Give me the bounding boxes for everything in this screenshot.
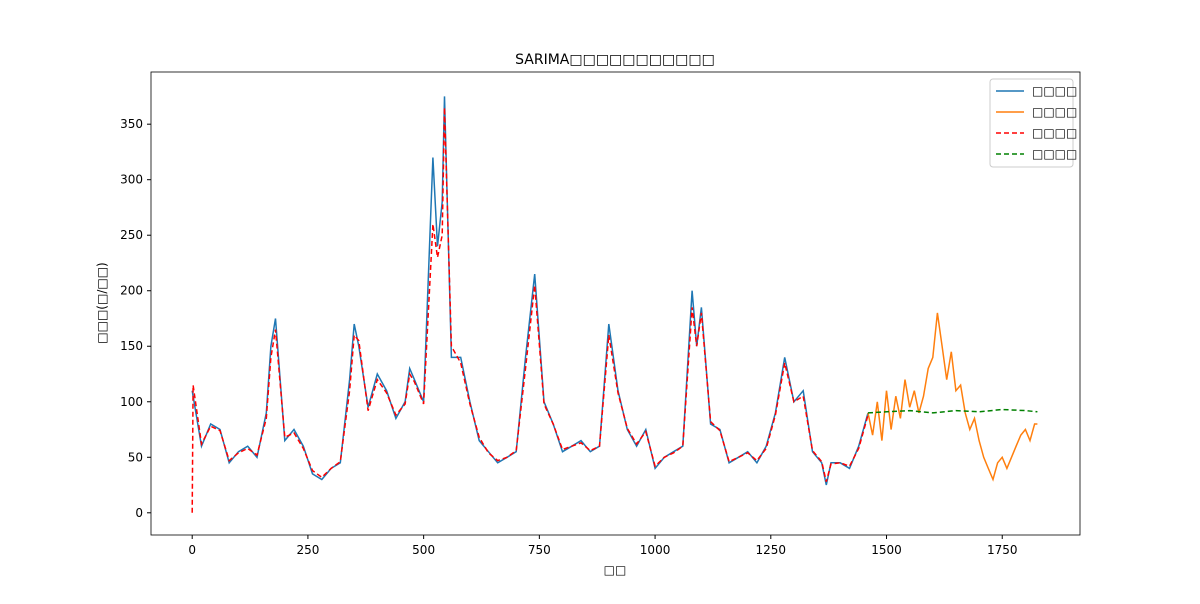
x-tick-label: 1750: [987, 543, 1018, 557]
y-tick-label: 0: [135, 506, 143, 520]
legend-label: □□□□: [1032, 126, 1077, 140]
legend-label: □□□□: [1032, 147, 1077, 161]
x-tick-label: 1250: [756, 543, 787, 557]
x-axis-label: □□: [604, 563, 627, 577]
x-tick-label: 0: [188, 543, 196, 557]
legend-label: □□□□: [1032, 84, 1077, 98]
x-tick-label: 1000: [640, 543, 671, 557]
y-tick-label: 150: [120, 339, 143, 353]
y-axis-label: □□□(□/□□): [95, 262, 109, 343]
y-tick-label: 50: [128, 450, 143, 464]
chart-title: SARIMA□□□□□□□□□□□: [515, 52, 715, 68]
y-tick-label: 350: [120, 117, 143, 131]
plot-frame: [150, 71, 1081, 536]
data-line: [191, 107, 869, 513]
y-tick-label: 300: [120, 173, 143, 187]
data-line: [867, 408, 1038, 414]
data-line: [867, 312, 1038, 482]
legend-label: □□□□: [1032, 105, 1077, 119]
legend-box: [989, 78, 1074, 168]
y-tick-label: 250: [120, 228, 143, 242]
y-tick-label: 100: [120, 395, 143, 409]
y-tick-label: 200: [120, 284, 143, 298]
x-tick-label: 750: [528, 543, 551, 557]
x-tick-label: 1500: [871, 543, 902, 557]
x-tick-label: 500: [412, 543, 435, 557]
x-tick-label: 250: [296, 543, 319, 557]
